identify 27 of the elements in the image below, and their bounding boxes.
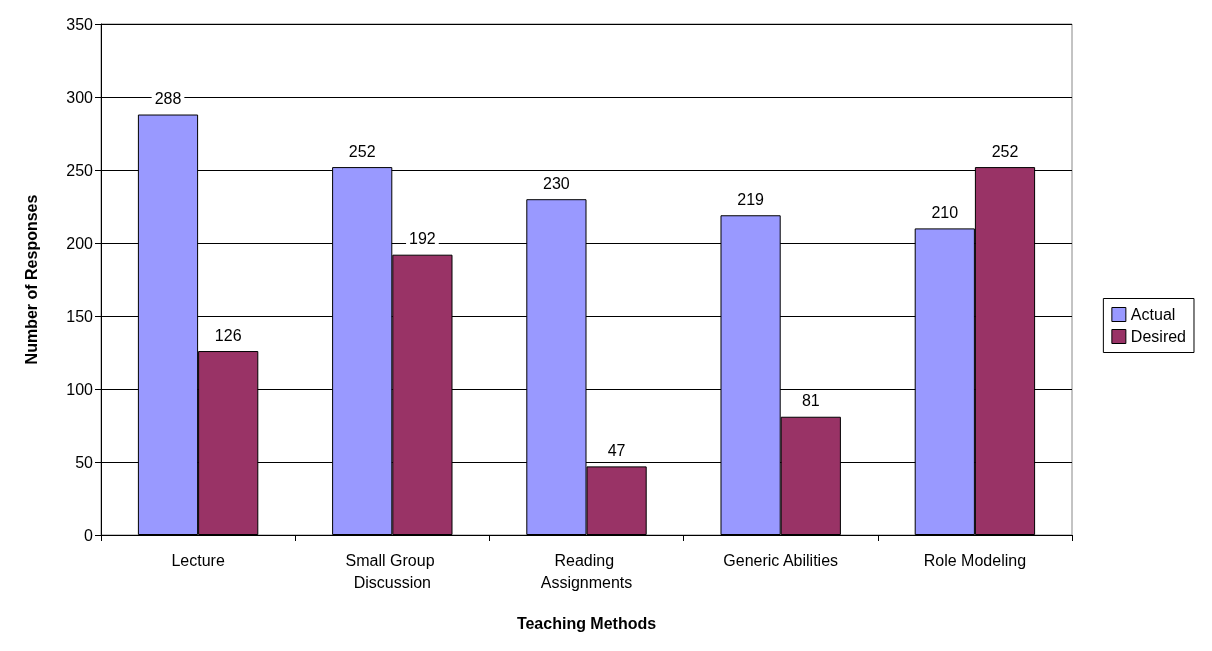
legend-label: Actual [1130, 306, 1176, 323]
x-axis-title: Teaching Methods [516, 614, 657, 632]
data-label: 252 [991, 142, 1019, 160]
data-label: 47 [607, 441, 626, 459]
x-tick-label: Small Group Discussion [345, 551, 439, 591]
x-tick-label: Generic Abilities [723, 551, 839, 569]
y-tick-label: 100 [66, 380, 94, 398]
y-axis-title: Number of Responses [22, 194, 40, 365]
y-tick-label: 350 [66, 15, 94, 33]
data-label: 288 [154, 90, 182, 108]
y-tick-label: 0 [84, 526, 94, 544]
y-tick-label: 50 [75, 453, 94, 471]
y-tick-label: 150 [66, 307, 94, 325]
data-label: 126 [214, 326, 242, 344]
y-tick-label: 300 [66, 88, 94, 106]
y-tick-label: 200 [66, 234, 94, 252]
data-label: 192 [409, 230, 436, 248]
x-tick-label: Role Modeling [923, 551, 1027, 569]
x-tick-label: Reading Assignments [540, 551, 633, 591]
data-label: 252 [348, 142, 376, 160]
data-label: 210 [931, 203, 959, 221]
legend-label: Desired [1130, 328, 1187, 345]
data-label: 230 [543, 174, 570, 192]
x-tick-label: Lecture [171, 551, 225, 569]
data-label: 81 [801, 392, 820, 410]
y-tick-label: 250 [66, 161, 94, 179]
data-label: 219 [737, 190, 765, 208]
